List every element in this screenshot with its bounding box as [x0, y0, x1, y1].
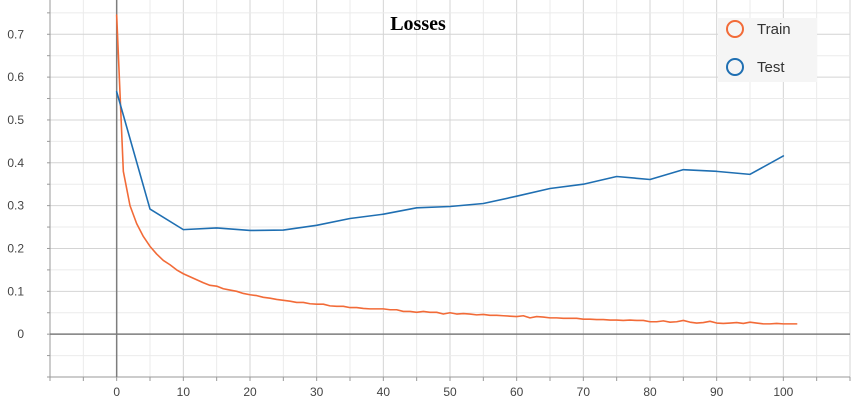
legend[interactable]: Train Test [718, 18, 817, 82]
series-line-test[interactable] [115, 90, 785, 232]
x-tick-label: 80 [643, 385, 657, 399]
x-tick-label: 60 [510, 385, 524, 399]
y-tick-label: 0 [17, 327, 24, 341]
series-line-train[interactable] [115, 14, 798, 325]
y-tick-label: 0.5 [7, 113, 24, 127]
x-tick-label: 20 [243, 385, 257, 399]
y-tick-label: 0.4 [7, 156, 24, 170]
x-tick-label: 100 [773, 385, 793, 399]
x-tick-label: 70 [577, 385, 591, 399]
axis-layer [47, 0, 851, 381]
y-tick-label: 0.3 [7, 199, 24, 213]
tick-labels: 0 0.1 0.2 0.3 0.4 0.5 0.6 0.7 0 10 20 30 40 50 60 70 80 9… [7, 27, 793, 399]
x-tick-label: 10 [177, 385, 191, 399]
x-tick-label: 30 [310, 385, 324, 399]
y-tick-label: 0.7 [7, 27, 24, 41]
y-tick-label: 0.2 [7, 241, 24, 255]
x-tick-label: 50 [443, 385, 457, 399]
chart-title: Losses [390, 13, 446, 35]
legend-train-marker[interactable] [726, 20, 744, 38]
y-tick-label: 0.6 [7, 70, 24, 84]
legend-background [718, 18, 817, 82]
x-tick-label: 90 [710, 385, 724, 399]
x-tick-label: 0 [113, 385, 120, 399]
x-tick-label: 40 [377, 385, 391, 399]
series-layer [115, 14, 798, 325]
legend-train-label[interactable]: Train [757, 21, 791, 38]
legend-test-label[interactable]: Test [757, 59, 785, 76]
y-tick-label: 0.1 [7, 284, 24, 298]
legend-test-marker[interactable] [726, 58, 744, 76]
